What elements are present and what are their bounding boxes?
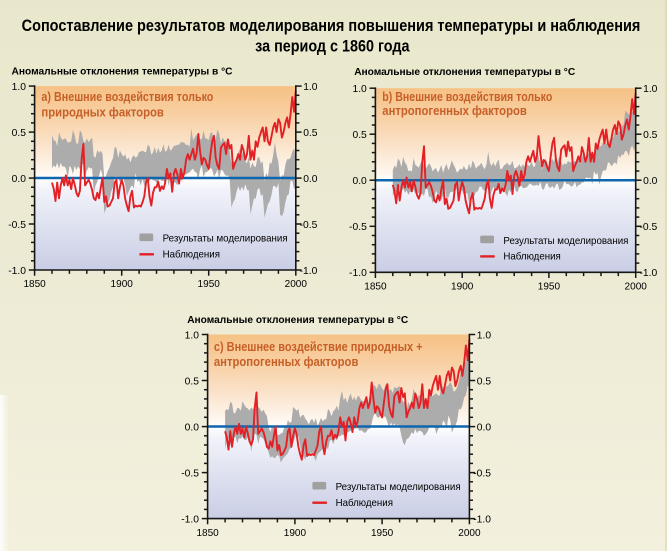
svg-text:-0.5: -0.5 bbox=[349, 222, 367, 233]
svg-text:-1.0: -1.0 bbox=[8, 266, 26, 277]
svg-text:Наблюдения: Наблюдения bbox=[503, 251, 560, 263]
svg-text:Аномальные отклонения температ: Аномальные отклонения температуры в °С bbox=[187, 315, 408, 326]
svg-text:2000: 2000 bbox=[458, 528, 481, 539]
svg-text:-1.0: -1.0 bbox=[300, 266, 318, 277]
svg-text:0.0: 0.0 bbox=[303, 174, 318, 185]
svg-text:0.5: 0.5 bbox=[352, 130, 367, 141]
svg-text:-0.5: -0.5 bbox=[8, 220, 26, 231]
svg-text:1.0: 1.0 bbox=[352, 84, 367, 95]
svg-text:2000: 2000 bbox=[285, 279, 308, 290]
svg-text:0.0: 0.0 bbox=[185, 422, 200, 433]
svg-text:Аномальные отклонения температ: Аномальные отклонения температуры в °С bbox=[354, 67, 575, 78]
svg-text:0.5: 0.5 bbox=[477, 376, 492, 387]
svg-text:a) Внешние воздействия только: a) Внешние воздействия только bbox=[41, 89, 213, 104]
svg-text:за период с 1860 года: за период с 1860 года bbox=[255, 37, 410, 55]
svg-text:1.0: 1.0 bbox=[12, 82, 27, 93]
svg-text:-0.5: -0.5 bbox=[640, 222, 658, 233]
svg-text:Результаты моделирования: Результаты моделирования bbox=[163, 234, 288, 245]
svg-text:0.5: 0.5 bbox=[303, 128, 318, 139]
svg-text:Наблюдения: Наблюдения bbox=[336, 497, 393, 509]
svg-text:0.0: 0.0 bbox=[643, 176, 658, 187]
svg-text:1950: 1950 bbox=[198, 279, 221, 290]
svg-text:1.0: 1.0 bbox=[185, 330, 200, 341]
svg-text:-1.0: -1.0 bbox=[640, 268, 658, 279]
svg-text:-1.0: -1.0 bbox=[181, 514, 199, 525]
svg-text:1850: 1850 bbox=[364, 282, 387, 293]
svg-text:1950: 1950 bbox=[371, 528, 394, 539]
svg-text:0.5: 0.5 bbox=[643, 130, 658, 141]
svg-text:0.0: 0.0 bbox=[352, 176, 367, 187]
svg-text:1.0: 1.0 bbox=[477, 330, 492, 341]
svg-text:Наблюдения: Наблюдения bbox=[163, 249, 220, 261]
svg-text:Результаты моделирования: Результаты моделирования bbox=[336, 482, 461, 493]
svg-text:природных факторов: природных факторов bbox=[41, 104, 164, 119]
svg-text:Аномальные отклонения температ: Аномальные отклонения температуры в °С bbox=[12, 66, 233, 77]
svg-text:Сопоставление результатов моде: Сопоставление результатов моделирования … bbox=[22, 17, 641, 35]
svg-text:-1.0: -1.0 bbox=[473, 514, 491, 525]
svg-text:-0.5: -0.5 bbox=[473, 468, 491, 479]
svg-text:2000: 2000 bbox=[625, 282, 648, 293]
svg-text:-1.0: -1.0 bbox=[349, 268, 367, 279]
svg-text:1900: 1900 bbox=[451, 282, 474, 293]
svg-text:1850: 1850 bbox=[23, 279, 46, 290]
svg-text:0.0: 0.0 bbox=[12, 174, 27, 185]
svg-text:1950: 1950 bbox=[538, 282, 561, 293]
svg-text:Результаты моделирования: Результаты моделирования bbox=[503, 236, 628, 247]
svg-text:антропогенных факторов: антропогенных факторов bbox=[382, 103, 527, 118]
svg-text:1.0: 1.0 bbox=[303, 82, 318, 93]
svg-text:-0.5: -0.5 bbox=[300, 220, 318, 231]
svg-text:1900: 1900 bbox=[284, 528, 307, 539]
svg-text:-0.5: -0.5 bbox=[181, 468, 199, 479]
svg-text:b) Внешние воздействия только: b) Внешние воздействия только bbox=[382, 89, 552, 104]
svg-text:0.0: 0.0 bbox=[477, 422, 492, 433]
svg-text:антропогенных факторов: антропогенных факторов bbox=[214, 354, 359, 369]
svg-text:0.5: 0.5 bbox=[12, 128, 27, 139]
svg-text:1.0: 1.0 bbox=[643, 84, 658, 95]
svg-text:0.5: 0.5 bbox=[185, 376, 200, 387]
svg-text:1850: 1850 bbox=[196, 528, 219, 539]
svg-text:c) Внешнее воздействие природн: c) Внешнее воздействие природных + bbox=[214, 339, 423, 354]
svg-text:1900: 1900 bbox=[111, 279, 134, 290]
